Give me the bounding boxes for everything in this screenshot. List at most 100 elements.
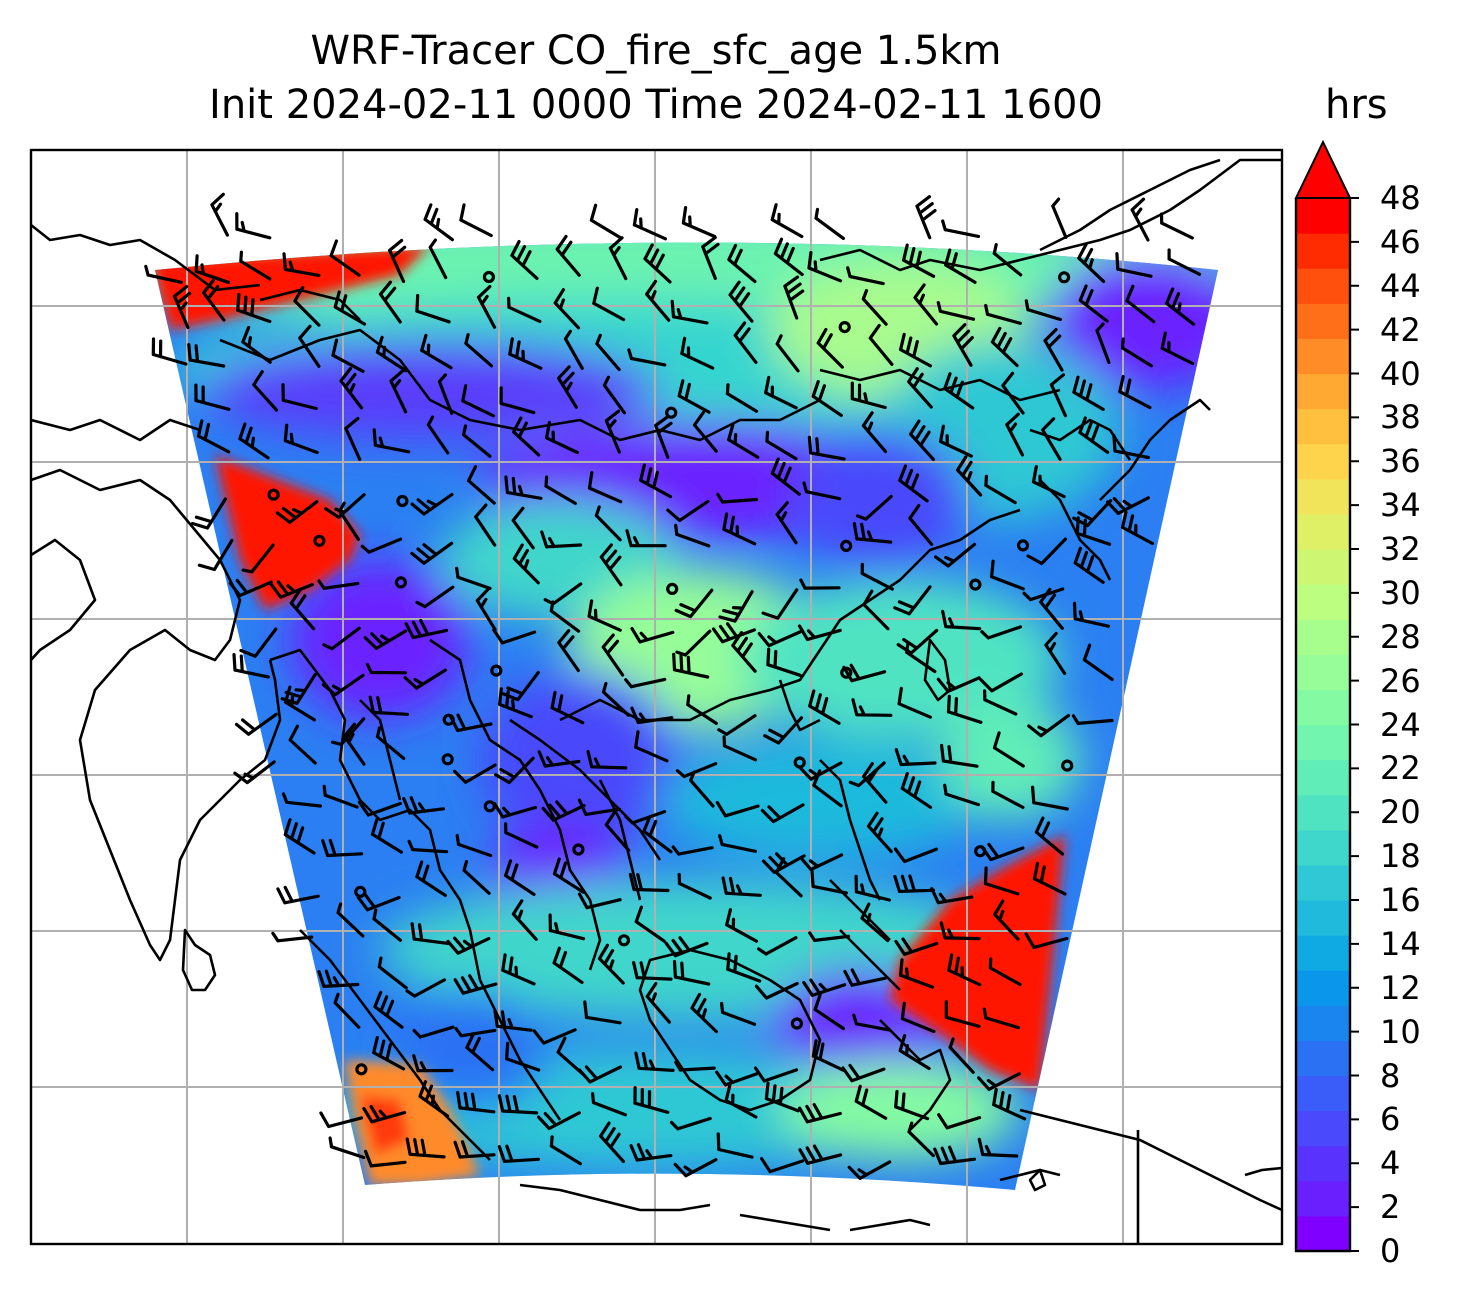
wind-barb — [388, 238, 407, 283]
wind-barb — [241, 325, 272, 364]
wind-barb — [673, 1158, 718, 1178]
wind-barb — [235, 212, 272, 240]
wind-barb — [1031, 785, 1069, 811]
wind-barb — [674, 1060, 716, 1072]
wind-barb — [172, 285, 192, 330]
wind-barb — [455, 833, 493, 858]
wind-barb — [1049, 373, 1067, 418]
wind-barb — [504, 822, 539, 849]
wind-barb — [674, 523, 711, 548]
calm-wind-marker — [313, 534, 326, 547]
wind-barb — [977, 1072, 1021, 1091]
wind-barb — [855, 494, 893, 521]
wind-barb — [760, 803, 805, 824]
calm-wind-marker — [1057, 271, 1071, 284]
wind-barb — [846, 266, 885, 286]
wind-barb — [197, 538, 234, 572]
wind-barb — [1082, 643, 1114, 681]
wind-barb — [1032, 862, 1067, 896]
wind-barb — [939, 921, 981, 941]
wind-barb — [725, 908, 759, 943]
wind-barb — [899, 332, 932, 368]
wind-barb — [578, 1065, 623, 1084]
wind-barb — [372, 908, 402, 942]
wind-barb — [811, 1039, 846, 1073]
colorbar-segment — [1296, 584, 1350, 620]
wind-barb — [586, 750, 628, 770]
colorbar-segment — [1296, 373, 1350, 410]
wind-barb — [764, 1081, 800, 1113]
wind-barb — [577, 798, 621, 816]
wind-barb — [454, 1027, 497, 1038]
wind-barb — [375, 726, 406, 760]
wind-barb — [196, 419, 231, 454]
wind-barb — [1130, 197, 1150, 242]
calm-wind-marker — [790, 1017, 804, 1030]
wind-barb — [455, 566, 492, 590]
colorbar-segment — [1296, 689, 1350, 726]
wind-barb — [677, 379, 711, 414]
colorbar-tick-label: 42 — [1380, 310, 1421, 349]
colorbar-segment — [1296, 864, 1350, 901]
wind-barb — [851, 698, 893, 717]
calm-wind-marker — [483, 800, 496, 813]
wind-barb — [947, 953, 982, 987]
wind-barb — [333, 290, 367, 326]
wind-barb — [952, 323, 974, 367]
wind-barb — [280, 672, 317, 705]
wind-barb — [512, 543, 540, 585]
wind-barb — [202, 279, 226, 322]
wind-barb — [814, 207, 845, 240]
wind-barb — [541, 800, 586, 822]
calm-wind-marker — [840, 666, 853, 679]
wind-barb — [548, 913, 586, 941]
wind-barb — [501, 670, 540, 702]
wind-barb — [1072, 601, 1110, 628]
colorbar-tick-label: 16 — [1380, 881, 1421, 919]
wind-barb — [727, 423, 760, 459]
wind-barb — [407, 839, 449, 854]
wind-barb — [900, 772, 933, 809]
colorbar-segment — [1296, 303, 1350, 339]
map-title: WRF-Tracer CO_fire_sfc_age 1.5km — [310, 28, 1002, 74]
wind-barb — [980, 625, 1023, 640]
wind-barb — [854, 874, 891, 902]
wind-barb — [403, 668, 447, 690]
wind-barb — [1024, 932, 1069, 949]
colorbar-tick-label: 20 — [1380, 793, 1421, 832]
wind-barb — [1160, 331, 1195, 366]
wind-barb — [894, 748, 937, 767]
wind-barb — [900, 1001, 936, 1034]
wind-barb — [402, 796, 445, 815]
colorbar-segment — [1296, 654, 1350, 690]
wind-barb — [1167, 248, 1202, 276]
colorbar-tick-label: 6 — [1380, 1100, 1401, 1139]
wind-barb — [510, 240, 539, 280]
wind-barb — [992, 243, 1023, 277]
wind-barb — [252, 370, 279, 412]
wind-barb — [404, 619, 449, 640]
wind-barb — [639, 463, 673, 499]
wind-barb — [643, 243, 672, 284]
wind-barb — [328, 1136, 366, 1160]
wind-barb — [725, 383, 759, 413]
wind-barb — [718, 834, 757, 853]
colorbar-segment — [1296, 724, 1350, 761]
calm-wind-marker — [482, 270, 495, 284]
calm-wind-marker — [840, 539, 853, 553]
wind-barb — [757, 630, 802, 648]
wind-barb — [721, 876, 762, 897]
colorbar-extend-arrow — [1294, 139, 1352, 199]
colorbar-segment — [1296, 1005, 1350, 1041]
wind-barb — [1051, 197, 1068, 239]
wind-barb — [675, 629, 712, 657]
wind-barb — [728, 280, 754, 323]
wind-barb — [331, 717, 366, 746]
wind-barb — [1024, 299, 1062, 322]
colorbar-tick-label: 14 — [1380, 924, 1421, 963]
wind-barb — [798, 1103, 842, 1124]
wind-barb — [601, 681, 630, 717]
wind-barb — [664, 936, 709, 958]
wind-barb — [670, 299, 709, 325]
